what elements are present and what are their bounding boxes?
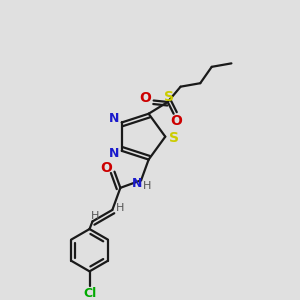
Text: N: N	[131, 177, 142, 190]
Text: O: O	[100, 161, 112, 175]
Text: H: H	[91, 211, 100, 221]
Text: O: O	[140, 91, 151, 105]
Text: S: S	[164, 90, 174, 104]
Text: S: S	[169, 131, 178, 145]
Text: H: H	[116, 202, 124, 213]
Text: H: H	[143, 181, 152, 190]
Text: N: N	[109, 112, 119, 125]
Text: O: O	[170, 114, 182, 128]
Text: N: N	[109, 147, 119, 160]
Text: Cl: Cl	[83, 287, 96, 300]
